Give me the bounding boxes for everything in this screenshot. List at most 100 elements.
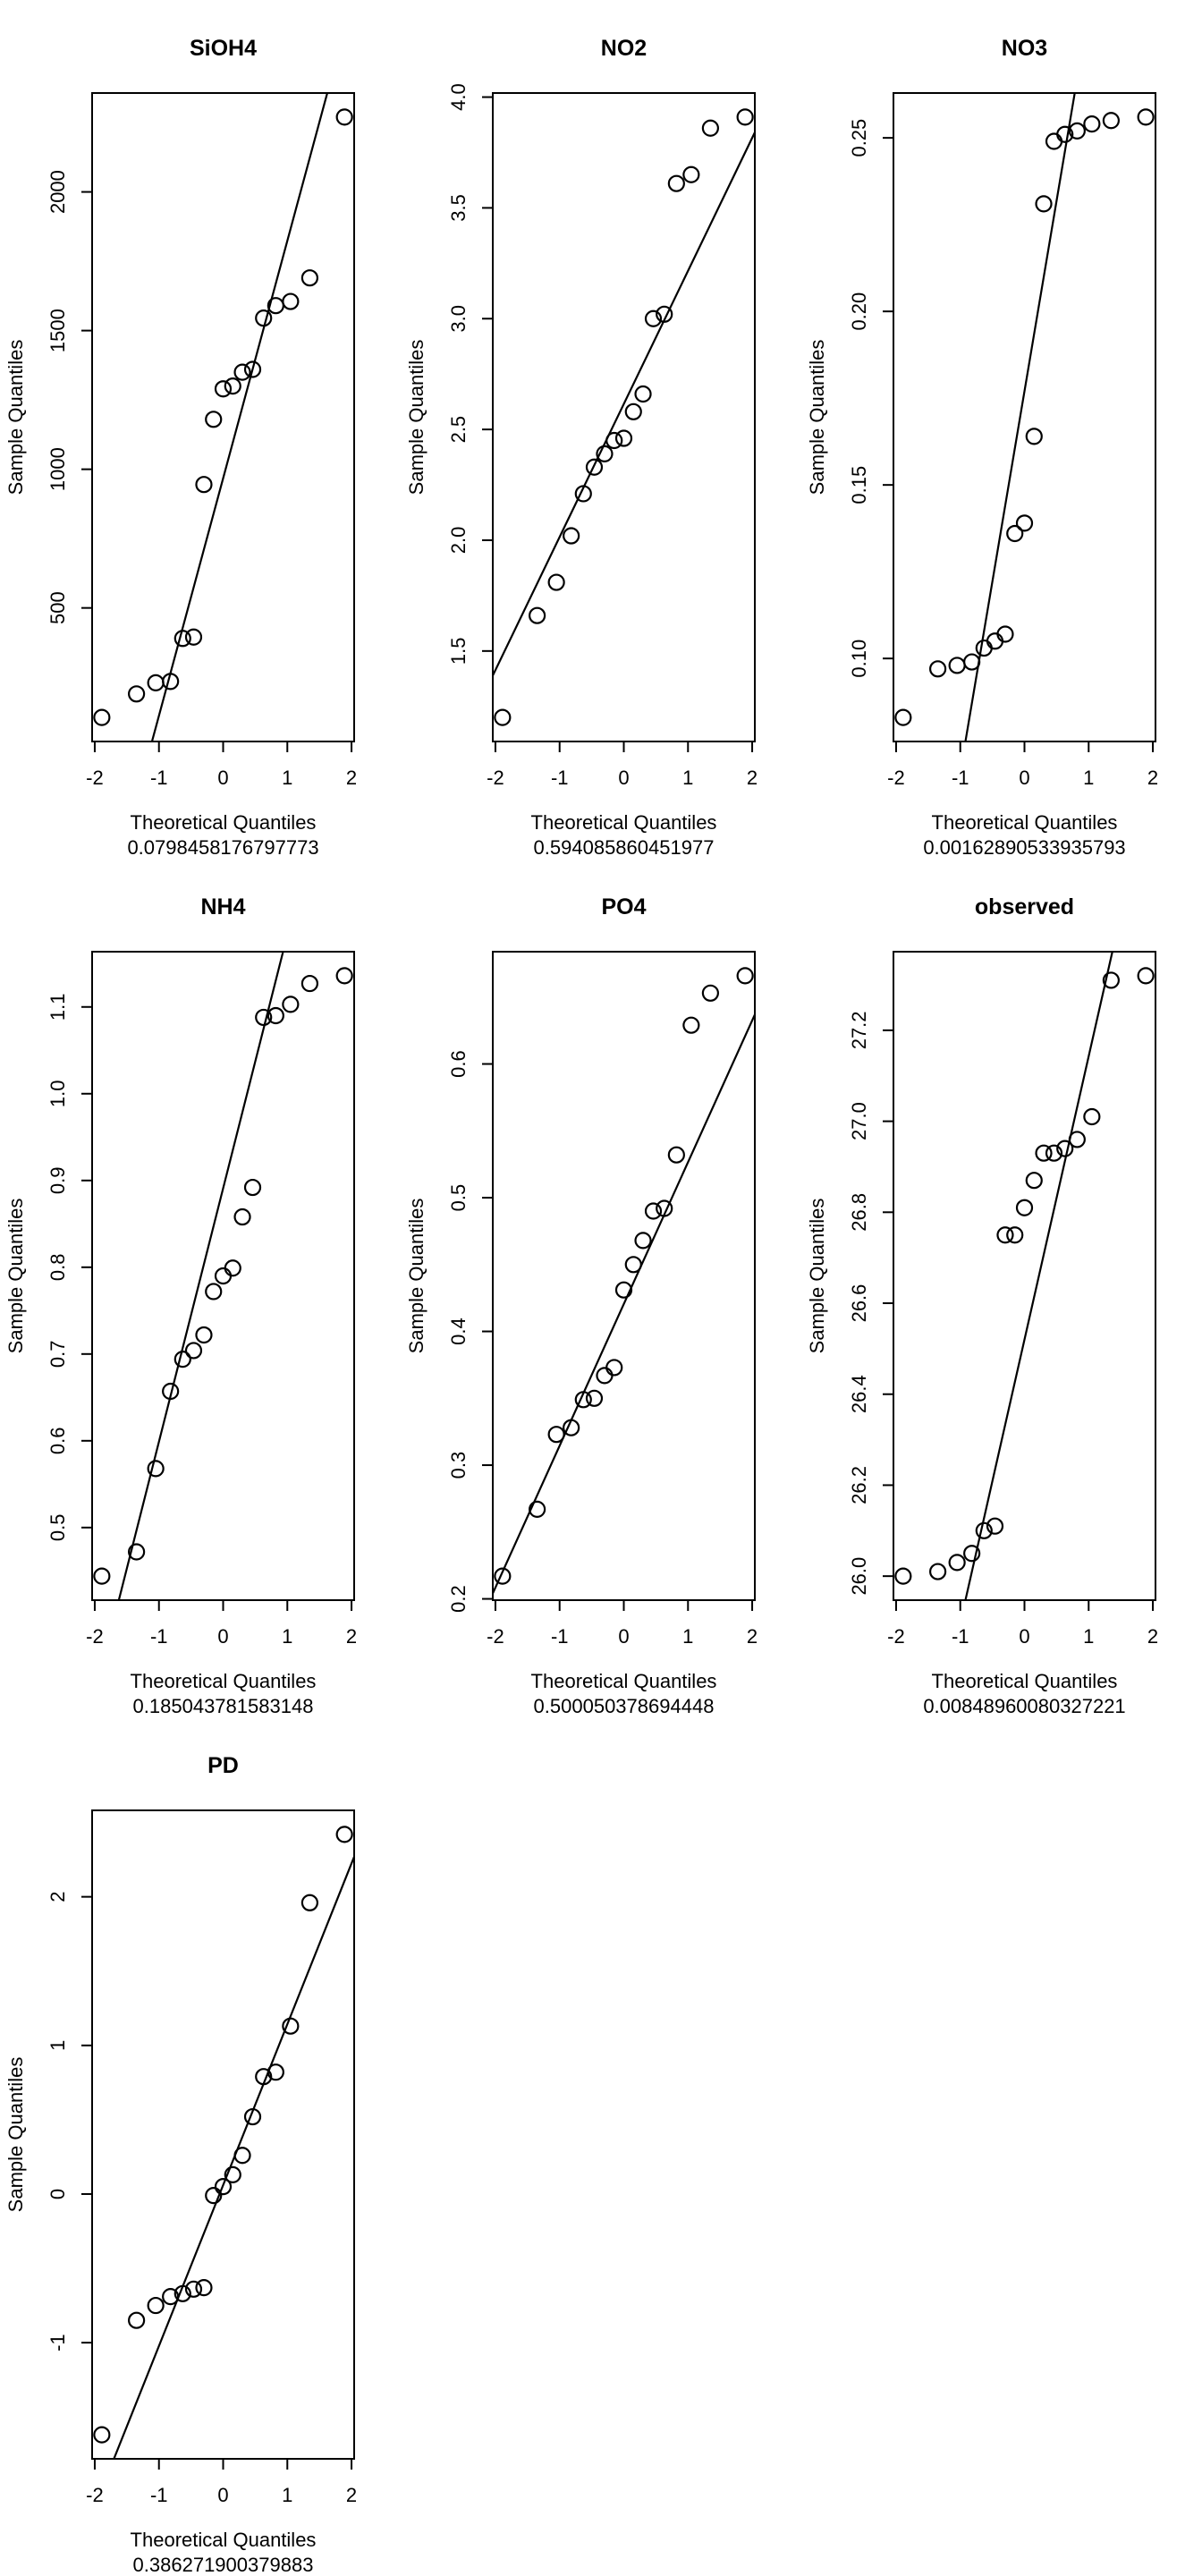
plot-canvas: -2 -1 0 1 2 -1 0 1 2 PD Theoretical Quantiles 0.386…	[4, 1753, 357, 2576]
y-tick-label: 0.15	[848, 466, 870, 504]
y-tick-label: 1.5	[447, 638, 470, 665]
plot-cell-no2: -2 -1 0 1 2 1.5 2.0 2.5 3.0 3.5 4.0 NO2 Theoretical …	[401, 0, 801, 859]
data-point	[1083, 115, 1101, 133]
plot-title: NH4	[200, 894, 245, 919]
p-value-label: 0.386271900379883	[133, 2554, 314, 2576]
plot-box	[893, 951, 1156, 1601]
data-point	[224, 2165, 241, 2183]
plot-title: NO2	[601, 36, 647, 61]
data-point	[1102, 112, 1120, 130]
data-point	[644, 1202, 663, 1220]
data-point	[736, 108, 754, 126]
data-point	[162, 2288, 180, 2306]
data-point	[975, 639, 993, 657]
p-value-label: 0.0798458176797773	[127, 836, 318, 859]
data-point	[596, 445, 614, 462]
x-tick-label: 1	[282, 767, 292, 789]
data-point	[282, 996, 300, 1013]
y-tick-label: 3.5	[447, 194, 470, 222]
plot-title: PD	[207, 1753, 239, 1778]
data-point	[624, 402, 642, 420]
plot-box	[91, 92, 355, 742]
data-point	[963, 653, 981, 671]
plot-title: NO3	[1002, 36, 1047, 61]
data-point	[701, 984, 719, 1002]
y-tick-label: 0.5	[47, 1514, 69, 1542]
y-tick-label: 26.8	[848, 1193, 870, 1232]
data-point	[547, 573, 565, 591]
y-tick-label: 26.6	[848, 1284, 870, 1323]
data-point	[224, 377, 241, 395]
data-point	[300, 974, 318, 993]
data-point	[929, 660, 947, 678]
x-tick-label: 1	[282, 1625, 292, 1648]
x-axis-label: Theoretical Quantiles	[131, 811, 317, 834]
x-tick-label: 1	[1083, 1625, 1094, 1648]
data-point	[93, 2426, 111, 2444]
data-point	[233, 2147, 251, 2165]
x-tick-label: -2	[887, 1625, 905, 1648]
y-tick-label: 27.2	[848, 1011, 870, 1049]
data-point	[267, 2063, 284, 2081]
y-tick-label: 0.2	[447, 1585, 470, 1613]
y-tick-label: 0.25	[848, 119, 870, 157]
x-tick-label: -1	[150, 767, 168, 789]
data-point	[93, 708, 111, 726]
data-point	[1068, 1131, 1086, 1148]
y-tick-label: 2.0	[447, 527, 470, 555]
x-axis-label: Theoretical Quantiles	[131, 1670, 317, 1692]
data-point	[205, 1283, 223, 1301]
x-tick-label: -1	[150, 2484, 168, 2506]
x-tick-label: 0	[217, 767, 228, 789]
y-tick-label: 2000	[47, 170, 69, 214]
x-tick-label: 1	[1083, 767, 1094, 789]
data-point	[1083, 1107, 1101, 1126]
data-point	[147, 674, 165, 691]
y-tick-label: 0.10	[848, 640, 870, 678]
data-point	[335, 967, 353, 985]
data-point	[128, 685, 146, 703]
data-point	[162, 673, 180, 691]
data-point	[205, 2187, 223, 2205]
qq-line	[964, 93, 1076, 741]
data-point	[233, 1208, 251, 1226]
qq-line	[493, 131, 755, 676]
data-point	[682, 1016, 700, 1034]
data-point	[1045, 1144, 1063, 1162]
data-point	[529, 606, 546, 624]
plot-title: PO4	[601, 894, 646, 919]
y-tick-label: 0.8	[47, 1254, 69, 1282]
y-tick-label: 3.0	[447, 305, 470, 333]
plot-canvas: -2 -1 0 1 2 0.5 0.6 0.7 0.8 0.9 1.0 1.1 NH4 Theoretic…	[4, 894, 357, 1717]
data-point	[174, 630, 191, 648]
x-tick-label: 0	[618, 767, 629, 789]
data-point	[255, 1008, 273, 1027]
data-point	[605, 431, 623, 450]
plot-cell-sioh4: -2 -1 0 1 2 500 1000 1500 2000 SiOH4 Theoretical Q…	[0, 0, 401, 859]
y-tick-label: 27.0	[848, 1102, 870, 1140]
data-point	[605, 1359, 623, 1377]
y-tick-label: 1000	[47, 447, 69, 491]
p-value-label: 0.500050378694448	[534, 1695, 715, 1717]
y-tick-label: 0.6	[447, 1050, 470, 1078]
data-point	[644, 309, 663, 327]
data-point	[267, 1006, 284, 1025]
data-point	[585, 458, 604, 476]
plot-box	[492, 92, 756, 742]
data-point	[948, 1554, 966, 1572]
qq-line	[117, 952, 284, 1600]
data-point	[656, 305, 673, 323]
x-tick-label: 2	[346, 767, 357, 789]
y-tick-label: 1500	[47, 309, 69, 352]
x-tick-label: -1	[551, 767, 569, 789]
y-axis-label: Sample Quantiles	[806, 340, 828, 496]
data-point	[585, 1389, 604, 1407]
data-point	[1035, 1144, 1053, 1162]
data-point	[624, 1256, 642, 1274]
p-value-label: 0.00848960080327221	[923, 1695, 1125, 1717]
y-tick-label: 2.5	[447, 416, 470, 444]
y-tick-label: 0.20	[848, 292, 870, 331]
data-point	[184, 2280, 203, 2298]
x-tick-label: 0	[618, 1625, 629, 1648]
qq-line	[150, 93, 329, 741]
